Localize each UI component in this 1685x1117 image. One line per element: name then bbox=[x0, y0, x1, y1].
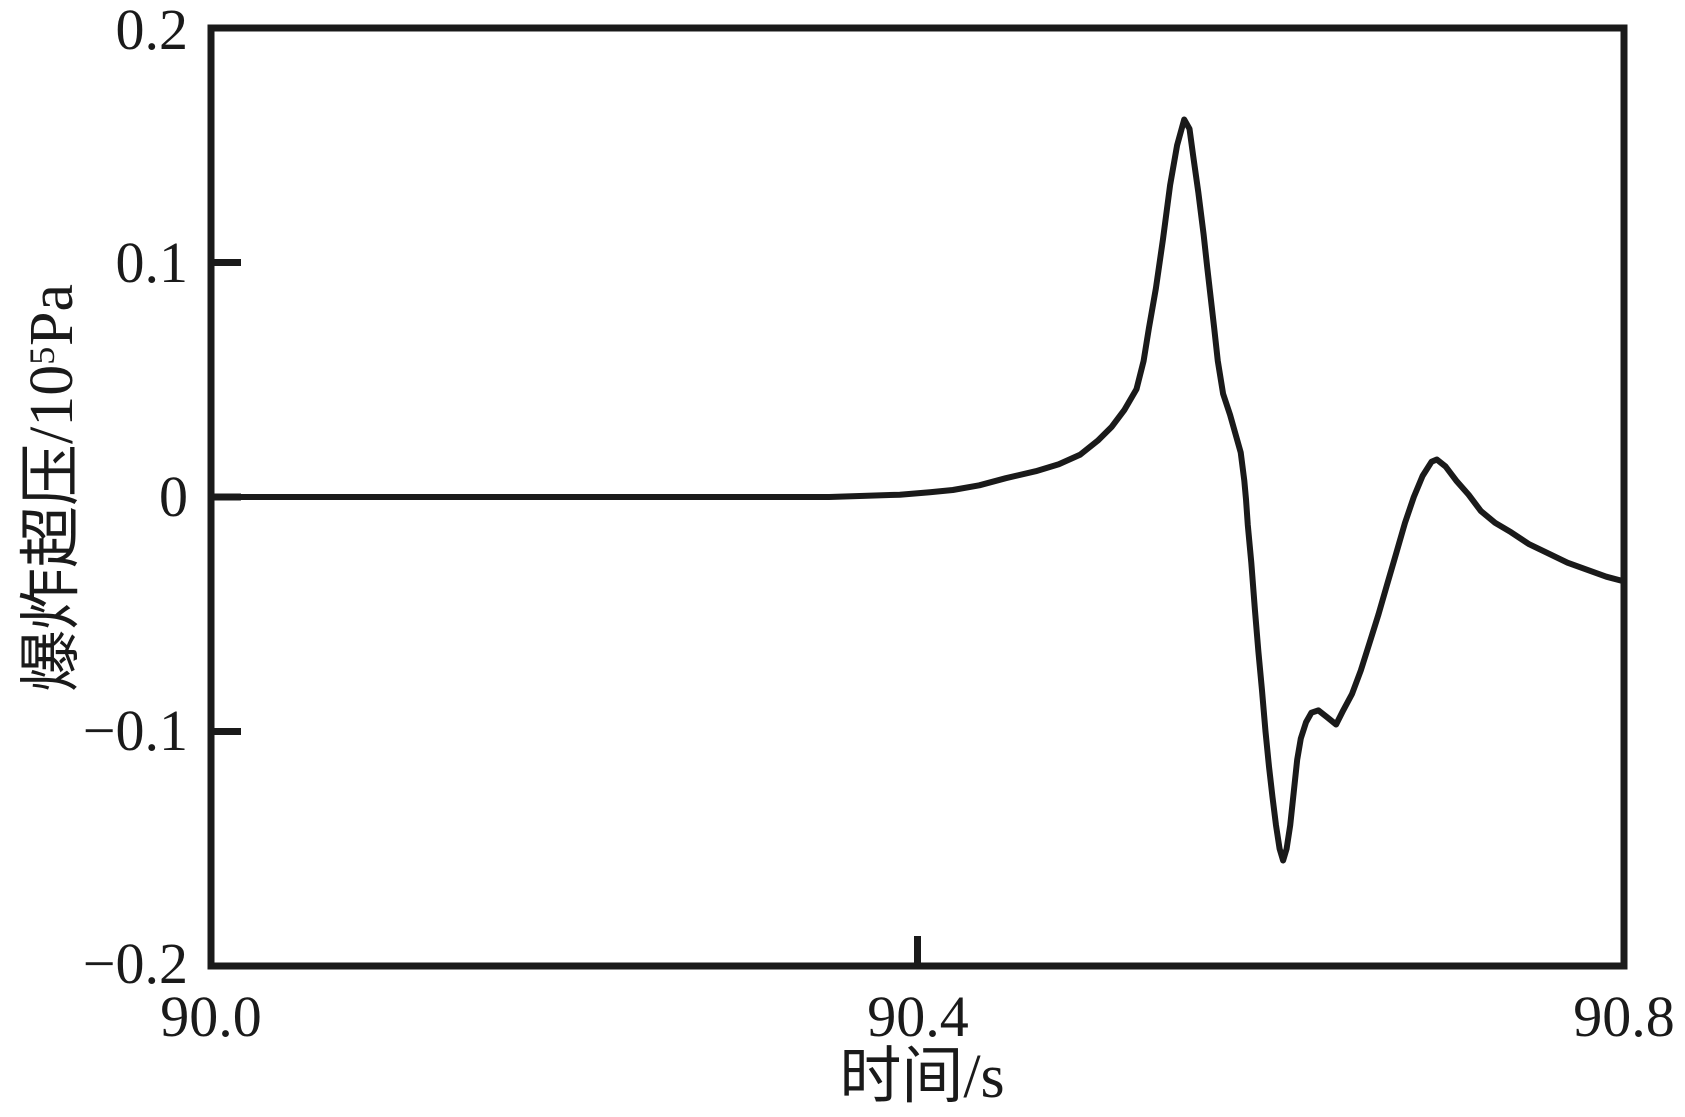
x-tick-label: 90.8 bbox=[1573, 984, 1675, 1049]
y-tick-label: −0.2 bbox=[82, 931, 188, 996]
y-tick-label: 0.1 bbox=[115, 230, 189, 295]
x-tick-label: 90.4 bbox=[867, 984, 969, 1049]
y-axis-title-exponent: 5 bbox=[22, 346, 63, 365]
y-axis-title-prefix: 爆炸超压/10 bbox=[18, 364, 86, 692]
x-axis-title: 时间/s bbox=[839, 1043, 1005, 1111]
y-axis-title-suffix: Pa bbox=[18, 284, 86, 347]
x-tick-label: 90.0 bbox=[160, 984, 262, 1049]
y-tick-label: −0.1 bbox=[82, 698, 188, 763]
y-tick-label: 0.2 bbox=[115, 0, 189, 62]
y-axis-title: 爆炸超压/105Pa bbox=[18, 284, 86, 692]
pressure-curve bbox=[208, 116, 1627, 864]
y-tick-label: 0 bbox=[159, 464, 188, 529]
